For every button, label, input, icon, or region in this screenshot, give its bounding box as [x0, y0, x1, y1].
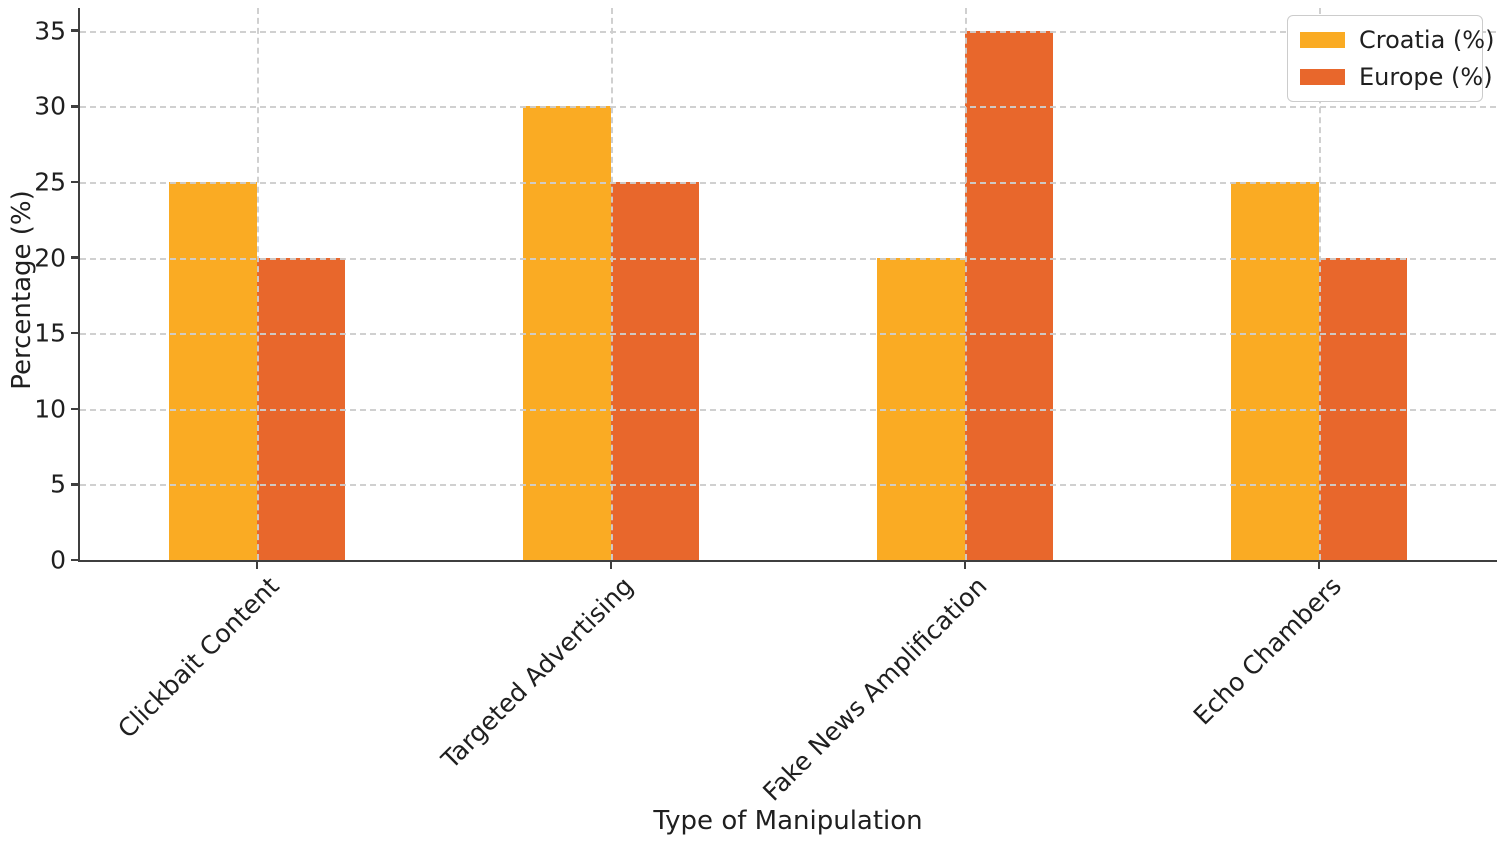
grid-line-horizontal	[80, 484, 1496, 487]
x-tick-mark	[609, 560, 613, 569]
y-tick-mark	[71, 29, 80, 32]
y-tick-mark	[71, 483, 80, 486]
y-tick-mark	[71, 105, 80, 108]
grid-line-vertical	[1319, 8, 1321, 560]
y-tick-label: 0	[50, 545, 66, 575]
y-tick-mark	[71, 180, 80, 184]
bar-croatia	[1231, 181, 1319, 560]
y-tick-mark	[71, 256, 80, 259]
bar-europe	[1319, 257, 1407, 560]
grid-line-horizontal	[80, 408, 1496, 411]
grid-line-horizontal	[80, 333, 1496, 336]
x-tick-mark	[1317, 560, 1321, 569]
x-tick-label: Targeted Advertising	[435, 571, 639, 775]
y-tick-label: 20	[34, 243, 66, 273]
legend-label-croatia: Croatia (%)	[1359, 26, 1495, 54]
legend: Croatia (%) Europe (%)	[1287, 15, 1494, 102]
bar-croatia	[877, 257, 965, 560]
x-axis-spine	[77, 559, 1497, 562]
y-tick-label: 30	[34, 91, 66, 121]
x-axis-title: Type of Manipulation	[653, 806, 923, 836]
y-tick-label: 35	[34, 16, 66, 46]
legend-entry-europe: Europe (%)	[1300, 63, 1493, 91]
y-tick-label: 10	[34, 394, 66, 424]
bar-europe	[965, 30, 1053, 560]
grid-line-horizontal	[80, 30, 1496, 33]
bar-europe	[257, 257, 345, 560]
legend-entry-croatia: Croatia (%)	[1300, 26, 1494, 54]
y-axis-spine	[77, 8, 80, 562]
bar-croatia	[169, 181, 257, 560]
legend-swatch-croatia-icon	[1300, 32, 1345, 48]
x-tick-label: Clickbait Content	[112, 571, 285, 744]
y-axis-title: Percentage (%)	[7, 190, 37, 390]
y-tick-mark	[71, 407, 80, 411]
x-tick-label: Fake News Amplification	[757, 571, 993, 807]
grid-line-vertical	[611, 8, 613, 560]
grid-line-horizontal	[80, 181, 1496, 184]
y-tick-label: 5	[50, 469, 66, 499]
y-tick-label: 25	[34, 167, 66, 197]
y-tick-mark	[71, 558, 80, 562]
grid-line-vertical	[965, 8, 967, 560]
bar-europe	[611, 181, 699, 560]
legend-swatch-europe-icon	[1300, 69, 1345, 85]
x-tick-mark	[963, 560, 967, 569]
y-tick-label: 15	[34, 318, 66, 348]
legend-label-europe: Europe (%)	[1359, 63, 1493, 91]
y-tick-mark	[71, 331, 80, 335]
x-tick-mark	[255, 560, 259, 569]
grid-line-horizontal	[80, 257, 1496, 260]
grid-line-vertical	[257, 8, 259, 560]
x-tick-label: Echo Chambers	[1187, 571, 1347, 731]
grid-line-horizontal	[80, 106, 1496, 109]
